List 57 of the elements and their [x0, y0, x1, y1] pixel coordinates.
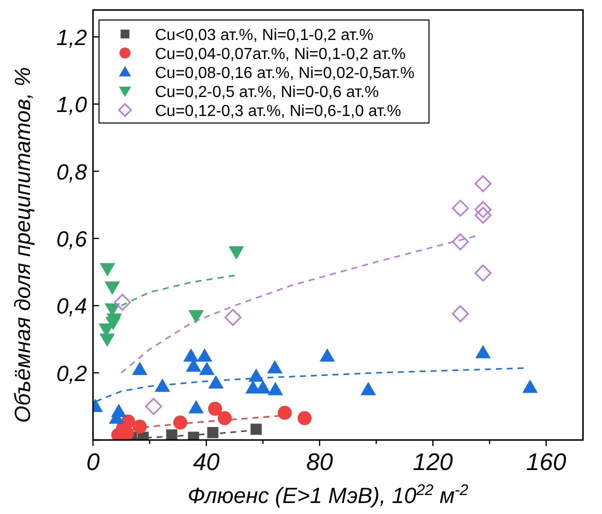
x-tick-label: 160: [526, 449, 567, 476]
legend-label: Cu=0,2-0,5 ат.%, Ni=0-0,6 ат.%: [155, 84, 379, 101]
point: [224, 308, 242, 326]
x-tick-label: 0: [86, 449, 100, 476]
point: [228, 246, 244, 260]
point: [99, 334, 115, 347]
y-tick-label: 0,2: [56, 360, 87, 386]
point: [474, 201, 492, 218]
point: [183, 348, 199, 362]
legend-label: Cu=0,12-0,3 ат.%, Ni=0,6-1,0 ат.%: [155, 103, 402, 120]
point: [208, 375, 224, 388]
point: [250, 424, 262, 435]
point: [145, 398, 162, 415]
point: [173, 416, 188, 430]
line-series: [120, 235, 476, 374]
point: [522, 380, 538, 393]
point: [208, 402, 222, 416]
x-tick-label: 40: [192, 449, 220, 476]
point: [100, 263, 116, 276]
point: [188, 400, 204, 414]
point: [474, 264, 492, 282]
x-axis-title: Флюенс (E>1 МэВ), 10$^{22}$ м$^{-2}$: [188, 482, 469, 508]
point: [132, 362, 148, 376]
point: [360, 382, 376, 396]
point: [298, 411, 312, 426]
x-tick-label: 120: [412, 449, 454, 476]
y-tick-label: 0,6: [56, 226, 88, 252]
point: [278, 406, 292, 420]
point: [248, 368, 264, 382]
point: [104, 282, 120, 295]
point: [114, 294, 131, 311]
point: [268, 382, 284, 396]
point: [452, 200, 469, 217]
point: [267, 360, 283, 374]
point: [474, 175, 492, 192]
point: [166, 429, 178, 440]
point: [132, 420, 147, 434]
y-tick-label: 1,0: [56, 92, 88, 118]
point: [154, 378, 170, 392]
point: [218, 411, 232, 426]
y-tick-label: 1,2: [56, 24, 87, 50]
legend-label: Cu=0,08-0,16 ат.%, Ni=0,02-0,5ат.%: [155, 65, 414, 82]
point: [196, 348, 212, 362]
point: [452, 233, 469, 250]
y-axis-title: Объёмная доля преципитатов, %: [10, 67, 35, 423]
point: [474, 206, 492, 224]
legend-label: Cu<0,03 ат.%, Ni=0,1-0,2 ат.%: [155, 27, 374, 44]
y-tick-label: 0,8: [56, 159, 88, 184]
legend-label: Cu=0,04-0,07ат.%, Ni=0,1-0,2 ат.%: [155, 46, 406, 63]
x-tick-label: 80: [306, 449, 334, 476]
point: [475, 344, 491, 358]
y-tick-label: 0,4: [56, 294, 87, 319]
point: [199, 362, 215, 376]
point: [320, 348, 335, 362]
point: [452, 305, 469, 322]
point: [188, 310, 204, 324]
point: [207, 427, 218, 438]
